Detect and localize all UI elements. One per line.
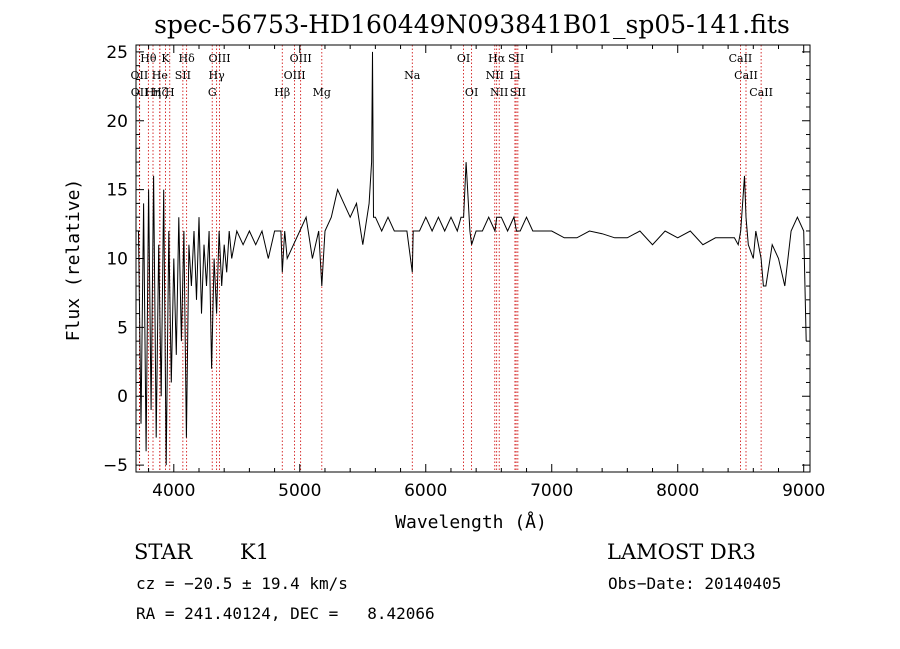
line-label-16: Mg xyxy=(313,86,331,99)
line-label-17: Na xyxy=(404,69,421,82)
line-label-14: OIII xyxy=(290,52,312,65)
line-label-26: CaII xyxy=(729,52,753,65)
line-label-15: OIII xyxy=(284,69,306,82)
line-label-28: CaII xyxy=(749,86,773,99)
y-axis-label: Flux (relative) xyxy=(63,179,84,342)
line-label-21: NII xyxy=(486,69,504,82)
y-tick-label-5: 20 xyxy=(106,112,128,132)
x-tick-label-1: 5000 xyxy=(278,481,321,501)
line-label-3: Hζ xyxy=(152,86,168,99)
plot-frame xyxy=(135,44,811,473)
y-tick-label-3: 10 xyxy=(106,250,128,270)
chart-title: spec-56753-HD160449N093841B01_sp05-141.f… xyxy=(154,10,790,39)
line-label-1: OII xyxy=(131,69,149,82)
x-tick-label-2: 6000 xyxy=(404,481,447,501)
x-tick-label-4: 8000 xyxy=(656,481,699,501)
redshift-cz: cz = −20.5 ± 19.4 km/s xyxy=(136,574,348,593)
axis-ticks: 4000 5000 6000 7000 8000 9000 −5 0 5 10 15 20 25 xyxy=(103,43,825,501)
line-label-22: NII xyxy=(490,86,508,99)
line-label-9: SII xyxy=(175,69,191,82)
spectral-line-markers xyxy=(139,45,762,472)
line-label-20: Hα xyxy=(488,52,506,65)
line-label-5: He xyxy=(152,69,168,82)
line-label-27: CaII xyxy=(734,69,758,82)
line-label-13: Hβ xyxy=(274,86,290,99)
line-label-4: Hη xyxy=(145,86,161,99)
y-tick-label-0: −5 xyxy=(103,456,128,476)
line-label-18: OI xyxy=(457,52,470,65)
line-label-10: OIII xyxy=(208,52,230,65)
line-label-12: G xyxy=(208,86,217,99)
line-label-2: OII xyxy=(131,86,149,99)
x-tick-label-3: 7000 xyxy=(530,481,573,501)
y-tick-label-4: 15 xyxy=(106,181,128,201)
line-label-0: Hθ xyxy=(140,52,157,65)
x-tick-label-0: 4000 xyxy=(152,481,195,501)
object-class: STAR xyxy=(134,540,193,564)
x-axis-label: Wavelength (Å) xyxy=(395,511,547,533)
observation-date: Obs−Date: 20140405 xyxy=(608,574,782,593)
line-label-7: H xyxy=(165,86,175,99)
y-tick-label-6: 25 xyxy=(106,43,128,63)
line-label-25: SII xyxy=(510,86,526,99)
y-tick-label-1: 0 xyxy=(117,387,128,407)
line-label-23: SII xyxy=(508,52,524,65)
line-label-11: Hγ xyxy=(209,69,226,82)
flux-series-line xyxy=(138,51,807,466)
line-label-24: Li xyxy=(510,69,521,82)
line-label-8: Hδ xyxy=(179,52,196,65)
y-tick-label-2: 5 xyxy=(117,318,128,338)
survey-name: LAMOST DR3 xyxy=(607,540,756,564)
line-label-6: K xyxy=(161,52,170,65)
x-tick-label-5: 9000 xyxy=(782,481,825,501)
line-label-19: OI xyxy=(465,86,478,99)
object-subclass: K1 xyxy=(240,540,270,564)
coordinates: RA = 241.40124, DEC = 8.42066 xyxy=(136,604,435,623)
